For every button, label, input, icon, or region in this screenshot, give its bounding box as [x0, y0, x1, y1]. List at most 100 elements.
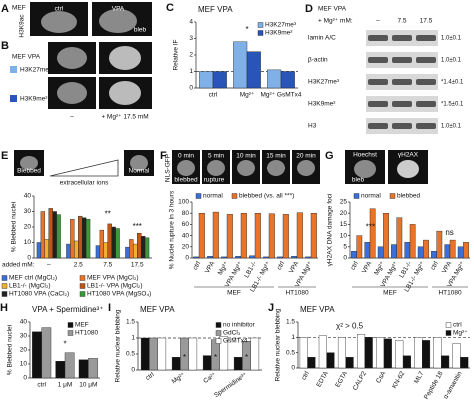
panel-letter: H — [0, 302, 8, 314]
bar — [326, 352, 335, 369]
bar — [133, 243, 138, 259]
annotation: *** — [366, 222, 375, 231]
y-tick-label: 40 — [24, 193, 32, 200]
annotation: χ² > 0.5 — [336, 322, 364, 331]
bar — [188, 337, 198, 371]
image-label: γH2AX — [398, 152, 419, 159]
bar — [305, 256, 312, 259]
legend-label: H3K9me² — [265, 30, 293, 37]
bar — [115, 228, 120, 259]
bar — [78, 359, 89, 379]
legend-label: blebbed — [397, 193, 421, 200]
nucleus — [99, 9, 137, 33]
bar — [235, 256, 242, 259]
legend-label: LB1-/- (MgCl₂) — [9, 283, 51, 290]
y-tick-label: 1.5 — [286, 319, 295, 326]
y-tick-label: 1 — [291, 334, 295, 341]
time-lapse: 0 min 5 min 10 min 15 min 20 min — [172, 150, 320, 184]
image-label: Hoechst — [353, 152, 377, 159]
row-label: H3 — [308, 123, 317, 130]
image-label: ctrl — [55, 6, 64, 13]
bar — [357, 334, 366, 369]
x-tick-label: ctrl — [300, 370, 311, 381]
y-tick-label: 10 — [24, 239, 32, 246]
x-tick-label: Mg²⁺ — [373, 260, 387, 277]
chart-panel-h: H VPA + Spermidine³⁺ % Blebbed nuclei 0 10 20… — [0, 302, 103, 389]
x-tick-label: 10 μM — [79, 382, 97, 389]
bar — [383, 212, 389, 259]
bar — [369, 208, 376, 259]
x-tick-label: 7.5 — [103, 262, 112, 269]
nucleus — [267, 160, 285, 176]
legend-label: normal — [203, 193, 223, 200]
y-tick-label: 0.5 — [286, 349, 295, 356]
bar — [212, 211, 219, 259]
bar — [129, 239, 134, 259]
image-label: blebbed — [174, 177, 198, 184]
bar — [88, 358, 98, 379]
bar — [36, 242, 42, 259]
y-tick-label: 20 — [20, 347, 28, 354]
legend-swatch — [445, 330, 452, 336]
condition-label: – — [70, 114, 74, 121]
bar — [441, 355, 450, 369]
bar — [396, 217, 403, 259]
y-tick-label: 10 — [340, 232, 348, 239]
y-tick-label: 0 — [27, 255, 31, 262]
x-tick-label: ctrl — [349, 260, 360, 271]
x-tick-label: Ca²⁺ — [202, 371, 218, 385]
legend-swatch — [67, 330, 74, 336]
image-label: Blebbed — [17, 168, 41, 175]
time-label: 5 min — [208, 153, 224, 160]
bar — [56, 214, 61, 259]
bar — [240, 212, 247, 259]
y-axis-label: % Blebbed nuclei — [11, 202, 18, 252]
bar — [107, 223, 112, 259]
y-axis-label: Relative nuclear blebbing — [115, 309, 122, 382]
x-tick-label: ctrl — [192, 260, 203, 271]
panel-letter: C — [166, 2, 174, 14]
y-axis-label: % Blebbed nuclei — [7, 325, 14, 375]
chart-panel-c: C MEF VPA Relative IF 0 1 2 3 4 ctrl Mg²⁺ Mg²⁺ GsM… — [166, 2, 302, 99]
reporter-label: NLS-GFP — [165, 154, 172, 182]
row-label: lamin A/C — [308, 35, 336, 42]
blot-band — [416, 57, 436, 63]
panel-a: A MEF H3K9ac ctrl VPA bleb — [1, 2, 152, 38]
legend-swatch — [67, 322, 74, 328]
bar — [149, 337, 158, 371]
y-tick-label: 60 — [182, 221, 190, 228]
bar — [81, 217, 87, 259]
bar — [66, 243, 71, 259]
x-tick-label: – — [47, 262, 51, 269]
bar — [296, 212, 303, 259]
blot-band — [416, 101, 436, 107]
bar — [219, 336, 229, 371]
bar — [52, 211, 57, 259]
blot-band — [368, 101, 388, 107]
chart-panel-e: % Blebbed nuclei 0 10 20 30 40 – 2.5 7.5 17.5 adde… — [1, 193, 152, 298]
y-tick-label: 0 — [23, 375, 27, 382]
bar — [452, 343, 461, 369]
x-tick-label: VPA — [441, 260, 454, 275]
stain-label: H3K9me² — [20, 96, 48, 103]
column-label: – — [376, 18, 380, 25]
legend-swatch — [79, 283, 86, 289]
y-tick-label: 20 — [340, 210, 348, 217]
x-tick-label: ctrl — [276, 260, 287, 271]
bar — [364, 242, 371, 259]
row-label: H3K27me³ — [308, 79, 340, 86]
annotation: * — [245, 353, 248, 362]
bar — [254, 212, 261, 259]
bar — [345, 357, 354, 369]
panel-f-images: F NLS-GFP 0 min 5 min 10 min 15 min 20 min b… — [160, 150, 320, 184]
blot-band — [368, 123, 388, 129]
cell-label: MEF VPA — [318, 6, 347, 13]
chart-panel-j: J MEF VPA Relative nuclear blebbing 0 0.5 1 1.… — [268, 302, 470, 401]
x-tick-label: EDTA — [315, 370, 330, 389]
bar — [457, 246, 464, 259]
y-tick-label: 0 — [131, 367, 135, 374]
annotation: * — [183, 353, 186, 362]
bar — [144, 237, 150, 259]
time-label: 15 min — [266, 153, 286, 160]
